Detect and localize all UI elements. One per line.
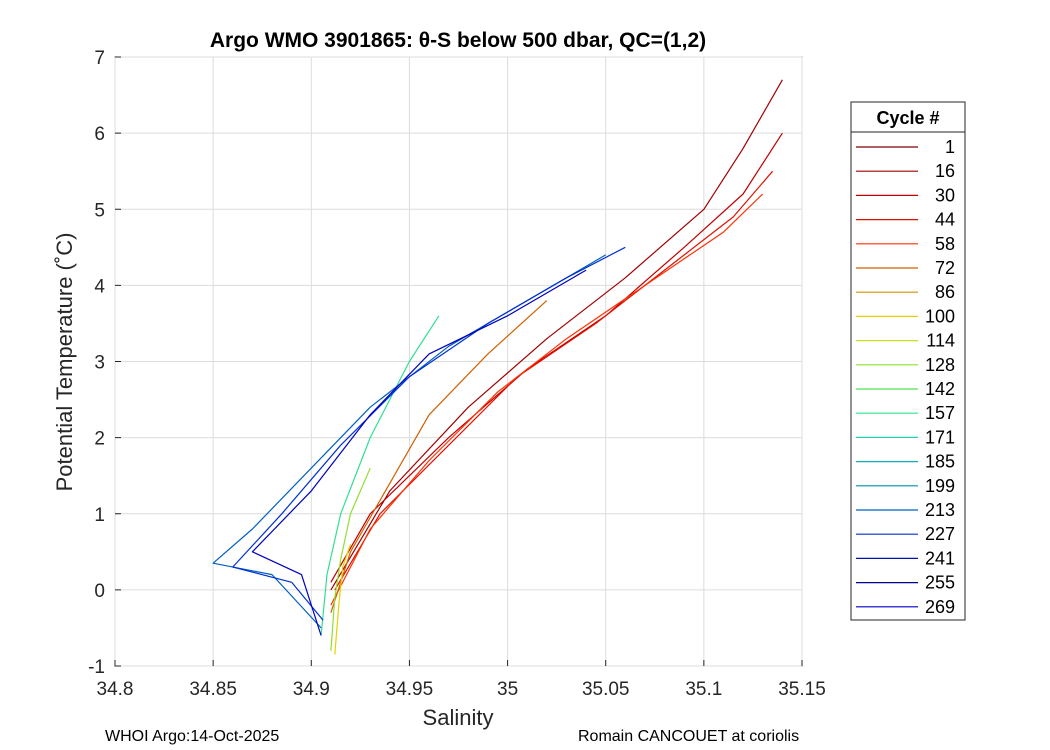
legend-label: 1: [945, 137, 955, 157]
x-tick-label: 35.15: [778, 679, 826, 700]
series-line-10: [232, 246, 626, 621]
legend-label: 199: [925, 476, 955, 496]
legend-label: 128: [925, 355, 955, 375]
y-tick-label: 2: [94, 429, 105, 450]
legend-label: 213: [925, 500, 955, 520]
series-line-1: [330, 79, 783, 591]
legend-label: 185: [925, 452, 955, 472]
series-line-2: [330, 132, 783, 583]
legend-label: 30: [935, 185, 955, 205]
y-tick-label: 3: [94, 353, 105, 374]
y-tick-label: 7: [94, 48, 105, 69]
legend-label: 227: [925, 524, 955, 544]
chart-title: Argo WMO 3901865: θ-S below 500 dbar, QC…: [210, 29, 706, 52]
footer-left: WHOI Argo:14-Oct-2025: [105, 728, 279, 745]
legend-label: 16: [935, 161, 955, 181]
y-tick-label: 0: [94, 581, 105, 602]
y-tick-label: -1: [88, 657, 105, 678]
legend-label: 269: [925, 597, 955, 617]
legend-label: 86: [935, 282, 955, 302]
series-line-6: [334, 544, 352, 655]
legend-label: 142: [925, 379, 955, 399]
axis-ticks: 34.8 34.85 34.9 34.95 35 35.05 35.1 35.15-10123…: [88, 48, 826, 700]
series-line-3: [334, 170, 774, 591]
x-tick-label: 34.8: [97, 679, 134, 700]
legend-label: 157: [925, 403, 955, 423]
legend-label: 255: [925, 573, 955, 593]
series-line-11: [251, 269, 587, 636]
legend-entries: 1 16 30 44 58 72 86 100 114 128 142 157 171 185 199 213…: [856, 137, 955, 617]
x-tick-label: 35: [497, 679, 518, 700]
legend-label: 114: [926, 331, 955, 351]
legend-label: 100: [925, 306, 955, 326]
y-tick-label: 5: [94, 200, 105, 221]
legend-label: 171: [925, 427, 955, 447]
legend-label: 241: [925, 548, 955, 568]
legend-label: 44: [935, 210, 955, 230]
footer-right: Romain CANCOUET at coriolis: [578, 728, 799, 745]
series-line-5: [330, 300, 548, 613]
legend-label: 58: [935, 234, 955, 254]
y-tick-label: 4: [94, 276, 105, 297]
x-tick-label: 34.95: [386, 679, 434, 700]
legend-label: 72: [935, 258, 955, 278]
legend: Cycle # 11630445872861001141281421571711…: [850, 101, 966, 621]
series-line-8: [320, 315, 440, 636]
x-axis-label: Salinity: [423, 705, 494, 730]
series-line-4: [330, 193, 764, 606]
x-tick-label: 34.85: [189, 679, 237, 700]
legend-title: Cycle #: [876, 108, 939, 128]
series-line-7: [330, 467, 371, 651]
x-tick-label: 35.1: [685, 679, 722, 700]
grid-lines: [114, 56, 803, 667]
plot-area: 34.8 34.85 34.9 34.95 35 35.05 35.1 35.15-10123…: [88, 48, 826, 700]
series-layer: [212, 79, 783, 655]
y-tick-label: 1: [94, 505, 105, 526]
y-tick-label: 6: [94, 124, 105, 145]
x-tick-label: 34.9: [293, 679, 330, 700]
x-tick-label: 35.05: [582, 679, 630, 700]
y-axis-label: Potential Temperature (˚C): [52, 233, 77, 492]
